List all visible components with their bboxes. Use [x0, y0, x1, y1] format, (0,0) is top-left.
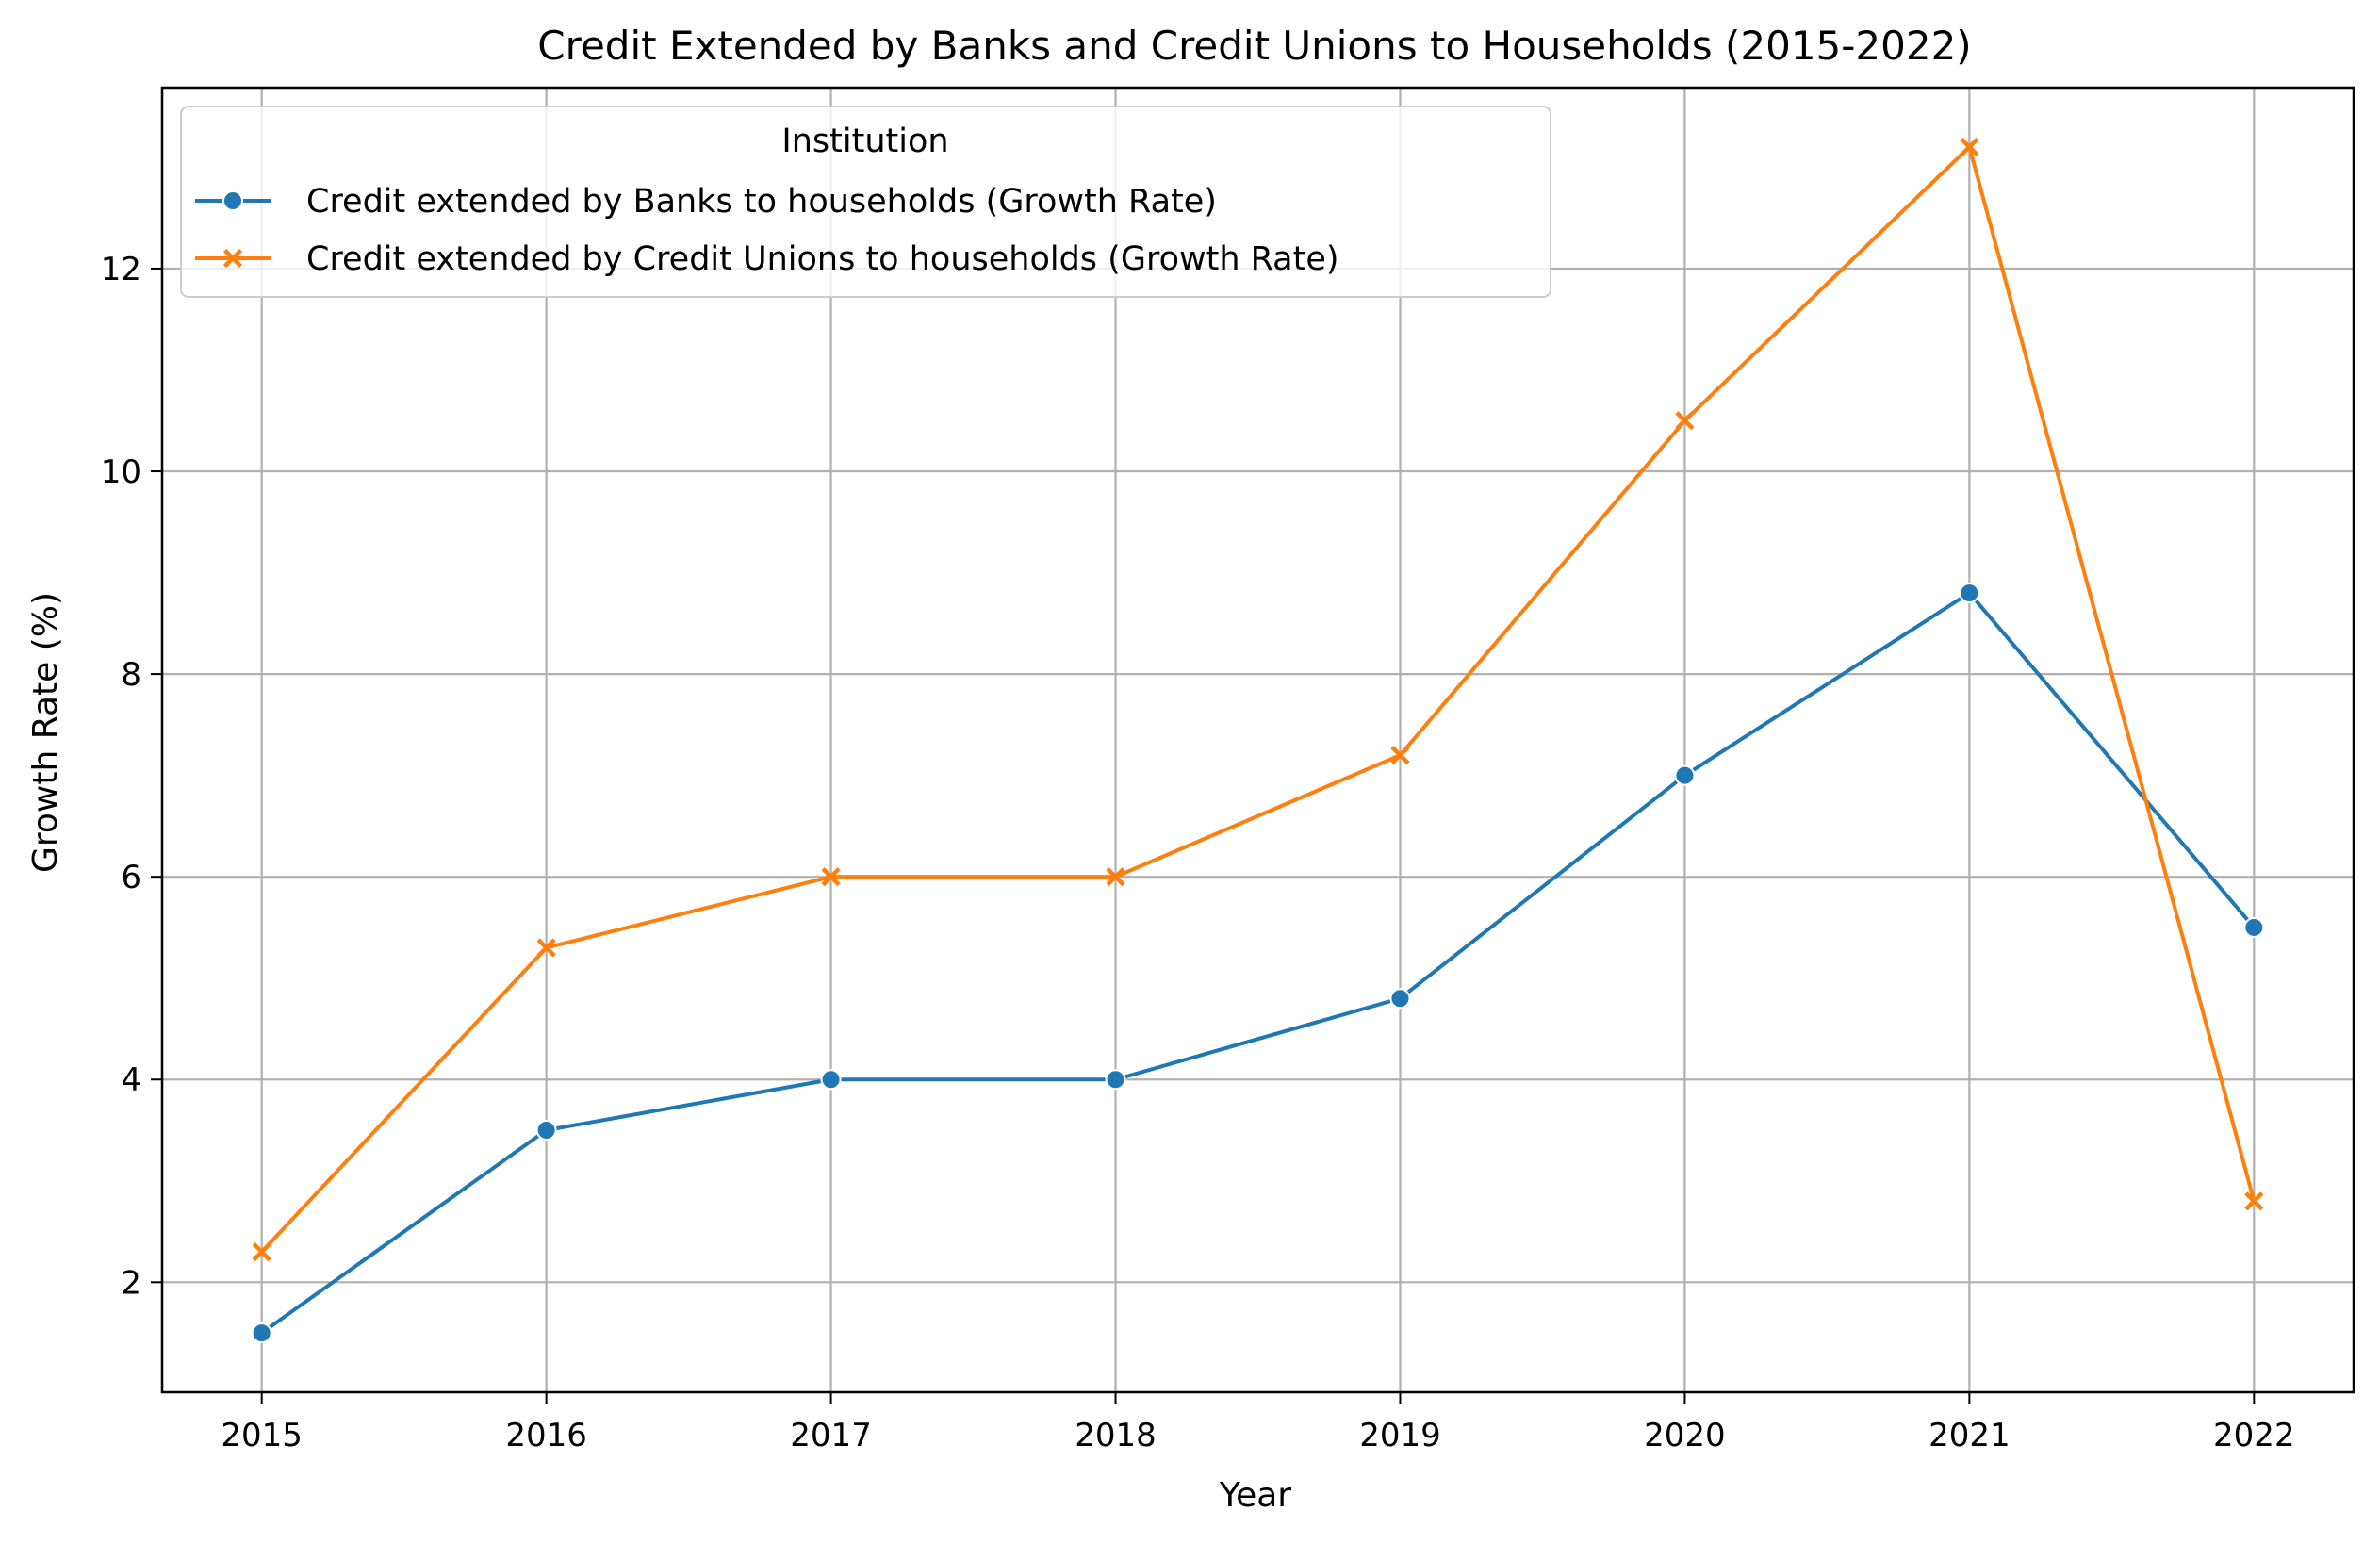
- data-point: [1959, 583, 1980, 604]
- x-tick-label: 2015: [221, 1417, 303, 1454]
- y-tick-label: 6: [121, 859, 141, 896]
- x-tick-label: 2019: [1359, 1417, 1441, 1454]
- data-point: [252, 1241, 271, 1262]
- data-point: [1675, 411, 1695, 431]
- data-point: [535, 1120, 557, 1142]
- x-tick-label: 2016: [505, 1417, 587, 1454]
- legend-label: Credit extended by Banks to households (…: [306, 183, 1217, 221]
- y-tick-label: 12: [101, 251, 141, 288]
- y-tick-label: 10: [101, 453, 141, 491]
- chart-title: Credit Extended by Banks and Credit Unio…: [537, 23, 1971, 69]
- data-point: [2243, 916, 2265, 938]
- data-point: [2244, 1191, 2264, 1211]
- x-tick-label: 2017: [790, 1417, 872, 1454]
- series-1: [251, 583, 2265, 1344]
- y-axis-label: Growth Rate (%): [26, 592, 65, 873]
- data-point: [820, 1069, 842, 1091]
- data-point: [1106, 867, 1125, 887]
- x-tick-label: 2022: [2213, 1417, 2295, 1454]
- plot-area-frame: [160, 86, 2355, 1394]
- series-line: [260, 591, 2256, 1335]
- legend-label: Credit extended by Credit Unions to hous…: [306, 240, 1339, 278]
- x-tick-label: 2018: [1075, 1417, 1157, 1454]
- y-tick-label: 8: [121, 656, 141, 694]
- series-2: [252, 137, 2264, 1262]
- data-point: [821, 867, 841, 887]
- x-axis-label: Year: [1219, 1476, 1291, 1515]
- legend-marker: [222, 248, 243, 269]
- y-tick-label: 2: [121, 1264, 141, 1302]
- data-point: [251, 1322, 272, 1344]
- x-tick-label: 2021: [1929, 1417, 2011, 1454]
- legend-box: [180, 106, 1551, 298]
- legend-marker: [222, 190, 243, 211]
- y-tick-label: 4: [121, 1061, 141, 1099]
- data-point: [1674, 764, 1696, 786]
- data-point: [1389, 988, 1411, 1010]
- series-layer: [251, 137, 2265, 1344]
- data-point: [1960, 137, 1979, 156]
- axis-ticks: 2015 2016 2017 2018 2019 2020 2021 2022 2 4 6 8 10 12: [101, 251, 2295, 1454]
- series-line: [260, 144, 2257, 1254]
- data-point: [1390, 746, 1410, 765]
- legend-title: Institution: [781, 123, 948, 160]
- legend: Institution Credit extended by Banks to …: [180, 106, 1551, 298]
- x-tick-label: 2020: [1644, 1417, 1726, 1454]
- data-point: [536, 938, 556, 958]
- data-point: [1105, 1069, 1126, 1091]
